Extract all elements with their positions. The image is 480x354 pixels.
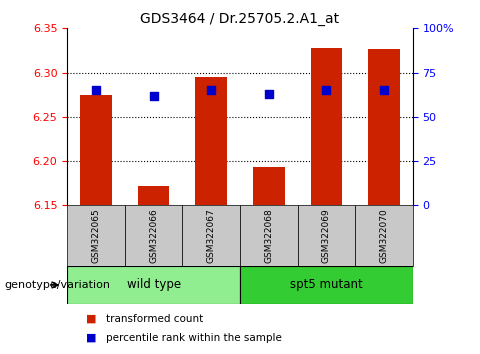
Title: GDS3464 / Dr.25705.2.A1_at: GDS3464 / Dr.25705.2.A1_at <box>141 12 339 26</box>
Bar <box>240 205 298 266</box>
Bar <box>67 205 125 266</box>
Bar <box>80 95 112 205</box>
Text: GSM322070: GSM322070 <box>380 208 388 263</box>
Bar <box>311 48 342 205</box>
Text: transformed count: transformed count <box>106 314 203 324</box>
Text: wild type: wild type <box>127 279 180 291</box>
Bar <box>195 77 227 205</box>
Text: percentile rank within the sample: percentile rank within the sample <box>106 333 281 343</box>
Text: GSM322065: GSM322065 <box>92 208 100 263</box>
Bar <box>355 205 413 266</box>
Text: ■: ■ <box>86 314 97 324</box>
Bar <box>368 48 400 205</box>
Point <box>207 87 215 93</box>
Text: genotype/variation: genotype/variation <box>5 280 111 290</box>
Text: spt5 mutant: spt5 mutant <box>290 279 363 291</box>
Bar <box>182 205 240 266</box>
Text: ■: ■ <box>86 333 97 343</box>
Point <box>380 87 388 93</box>
Bar <box>125 205 182 266</box>
Text: GSM322069: GSM322069 <box>322 208 331 263</box>
Point <box>265 91 273 97</box>
Bar <box>138 186 169 205</box>
Bar <box>253 167 285 205</box>
Point <box>150 93 157 98</box>
Text: GSM322066: GSM322066 <box>149 208 158 263</box>
Text: GSM322067: GSM322067 <box>207 208 216 263</box>
Bar <box>298 205 355 266</box>
Point <box>323 87 330 93</box>
Bar <box>240 266 413 304</box>
Bar <box>67 266 240 304</box>
Point <box>92 87 100 93</box>
Text: GSM322068: GSM322068 <box>264 208 273 263</box>
